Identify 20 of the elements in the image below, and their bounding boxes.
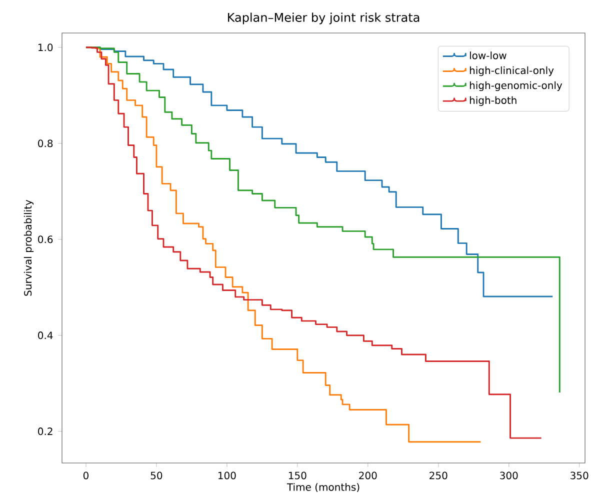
legend-label: high-clinical-only <box>470 66 554 76</box>
legend-label: high-both <box>470 96 516 106</box>
x-tick-label: 250 <box>430 472 448 480</box>
x-tick-label: 50 <box>150 472 162 480</box>
x-tick-label: 150 <box>288 472 306 480</box>
y-axis-title: Survival probability <box>24 200 34 296</box>
chart-title: Kaplan–Meier by joint risk strata <box>228 12 420 24</box>
x-tick-label: 0 <box>83 472 88 480</box>
x-tick-label: 300 <box>500 472 518 480</box>
y-tick-label: 1.0 <box>38 44 53 52</box>
legend-label: low-low <box>470 51 506 60</box>
legend-label: high-genomic-only <box>470 81 562 92</box>
x-tick-label: 200 <box>359 472 377 480</box>
x-axis-title: Time (months) <box>286 483 360 492</box>
x-tick-label: 100 <box>218 472 236 480</box>
y-tick-label: 0.2 <box>38 428 52 436</box>
y-tick-label: 0.8 <box>38 140 53 148</box>
y-tick-label: 0.4 <box>38 332 53 340</box>
x-tick-label: 350 <box>570 472 588 480</box>
y-tick-label: 0.6 <box>38 236 53 244</box>
